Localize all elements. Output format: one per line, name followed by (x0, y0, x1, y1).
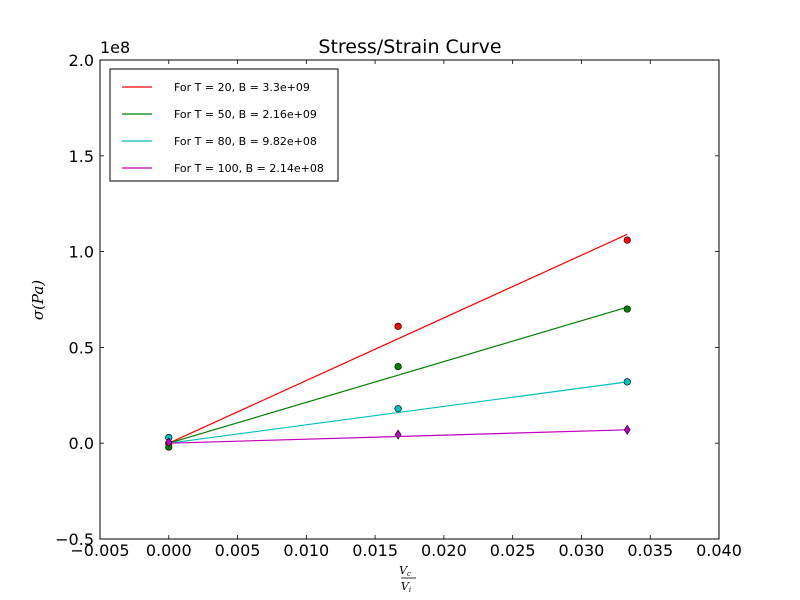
legend-label-1: For T = 20, B = 3.3e+09 (174, 81, 310, 94)
series-3-point-2 (394, 405, 402, 413)
x-label-denominator-sub: i (409, 586, 411, 594)
y-tick-label: 0.0 (69, 434, 94, 453)
x-tick-label: 0.000 (146, 541, 192, 560)
legend: For T = 20, B = 3.3e+09 For T = 50, B = 2… (109, 68, 339, 182)
y-axis-ticks: −0.5 0.0 0.5 1.0 1.5 2.0 (55, 51, 719, 549)
series-2-point-3 (623, 305, 631, 313)
legend-label-3: For T = 80, B = 9.82e+08 (174, 135, 317, 148)
y-tick-label: 1.0 (69, 243, 94, 262)
legend-label-4: For T = 100, B = 2.14e+08 (174, 162, 324, 175)
plot-frame (99, 59, 720, 540)
series-1-point-2 (394, 322, 402, 330)
x-tick-label: 0.025 (490, 541, 536, 560)
legend-label-2: For T = 50, B = 2.16e+09 (174, 108, 317, 121)
series-1 (165, 233, 631, 447)
x-tick-label: 0.020 (421, 541, 467, 560)
y-tick-label: 1.5 (69, 147, 94, 166)
y-tick-label: 2.0 (69, 51, 94, 70)
svg-text:Vc: Vc (399, 564, 411, 578)
series-1-point-3 (623, 236, 631, 244)
series-3-point-3 (623, 378, 631, 386)
series-2-fit-line (168, 306, 628, 444)
y-tick-label: 0.5 (69, 338, 94, 357)
legend-box (109, 68, 339, 182)
y-scale-label: 1e8 (100, 38, 130, 57)
x-tick-label: 0.010 (283, 541, 329, 560)
series-4-point-1 (165, 437, 173, 448)
series-3-fit-line (168, 381, 628, 444)
x-axis-label: Vc Vi (399, 564, 416, 594)
x-tick-label: 0.030 (559, 541, 605, 560)
x-tick-label: −0.005 (70, 541, 129, 560)
x-tick-label: 0.035 (627, 541, 673, 560)
y-axis-label: σ(Pa) (29, 280, 47, 320)
x-axis-ticks: −0.005 0.000 0.005 0.010 0.015 0.020 0.025 0.03… (70, 60, 742, 560)
series-4-point-3 (623, 424, 631, 435)
series-2-point-2 (394, 362, 402, 371)
x-tick-label: 0.005 (215, 541, 261, 560)
x-tick-label: 0.015 (352, 541, 398, 560)
series-1-fit-line (168, 233, 628, 444)
chart-title: Stress/Strain Curve (318, 36, 501, 58)
series-4-point-2 (394, 429, 402, 440)
series-4 (165, 424, 631, 448)
x-label-numerator: V (399, 564, 408, 577)
x-label-numerator-sub: c (407, 570, 411, 578)
x-label-denominator: V (401, 580, 410, 593)
svg-text:Vi: Vi (401, 580, 411, 594)
x-tick-label: 0.040 (696, 541, 742, 560)
y-tick-label: −0.5 (55, 530, 94, 549)
series-2 (165, 305, 631, 451)
